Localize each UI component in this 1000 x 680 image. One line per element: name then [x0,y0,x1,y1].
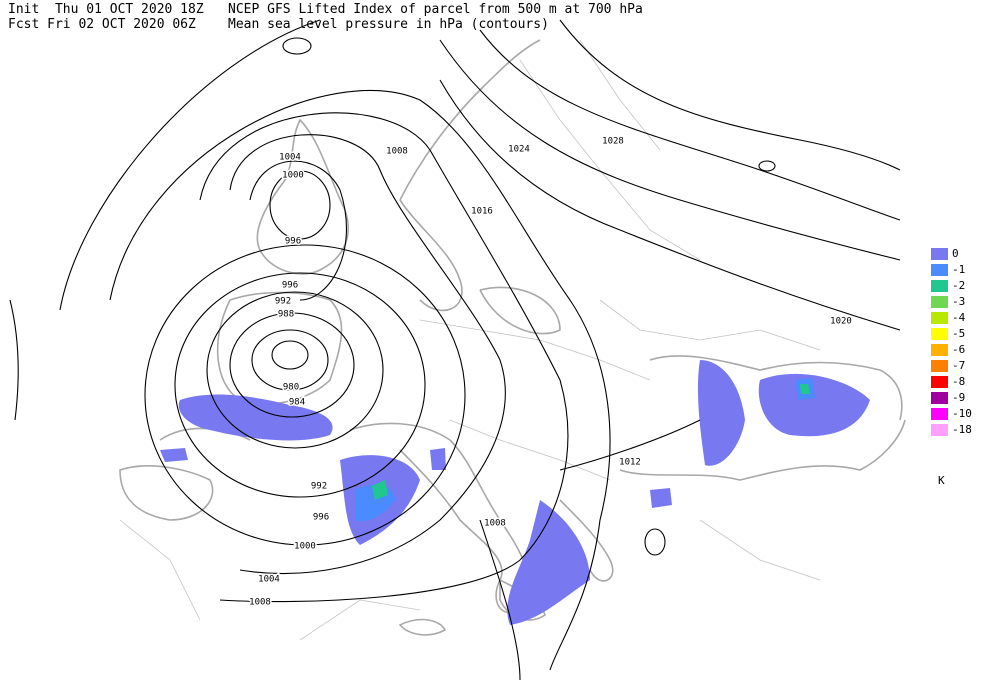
contour-label: 992 [311,482,327,492]
contour-label: 1020 [830,317,852,327]
legend-swatch [931,344,948,356]
map: 1004 1000 996 1008 1024 1028 1016 1020 996 992 988… [9,19,906,680]
init-time: Init Thu 01 OCT 2020 18Z [8,2,204,17]
contour-label: 996 [313,513,329,523]
contour-label: 1016 [471,207,493,217]
legend-label: -18 [952,423,972,436]
contour-title: Mean sea level pressure in hPa (contours… [228,17,549,32]
legend-label: -3 [952,295,965,308]
legend-label: -10 [952,407,972,420]
legend-swatch [931,264,948,276]
legend-swatch [931,312,948,324]
contour-label: 1000 [282,171,304,181]
contour-label: 996 [282,281,298,291]
legend-label: -6 [952,343,965,356]
contour-labels: 1004 1000 996 1008 1024 1028 1016 1020 996 992 988… [248,135,854,609]
legend-swatch [931,248,948,260]
legend-label: -9 [952,391,965,404]
unit-label: K [938,474,945,487]
legend-label: -1 [952,263,965,276]
contour-label: 1008 [249,598,271,608]
contour-label: 1004 [258,575,280,585]
isobars [9,19,901,680]
legend-swatch [931,328,948,340]
legend-swatch [931,280,948,292]
contour-label: 1000 [294,542,316,552]
contour-label: 1012 [619,458,641,468]
contour-label: 992 [275,297,291,307]
legend-label: -8 [952,375,965,388]
legend-label: -4 [952,311,966,324]
field-title: NCEP GFS Lifted Index of parcel from 500… [228,2,643,17]
contour-label: 1028 [602,137,624,147]
legend: 0 -1 -2 -3 -4 -5 -6 -7 -8 -9 -10 -18 [931,247,972,436]
legend-swatch [931,424,948,436]
borders [119,39,821,641]
legend-label: -5 [952,327,965,340]
legend-label: 0 [952,247,959,260]
legend-label: -2 [952,279,965,292]
legend-swatch [931,376,948,388]
legend-label: -7 [952,359,965,372]
contour-label: 1004 [279,153,301,163]
contour-label: 980 [283,383,299,393]
contour-label: 988 [278,310,294,320]
contour-label: 984 [289,398,305,408]
legend-swatch [931,296,948,308]
contour-label: 996 [285,237,301,247]
contour-label: 1024 [508,145,530,155]
forecast-time: Fcst Fri 02 OCT 2020 06Z [8,17,196,32]
contour-label: 1008 [386,147,408,157]
legend-swatch [931,392,948,404]
legend-swatch [931,360,948,372]
lifted-index-areas [160,360,870,625]
contour-label: 1008 [484,519,506,529]
legend-swatch [931,408,948,420]
